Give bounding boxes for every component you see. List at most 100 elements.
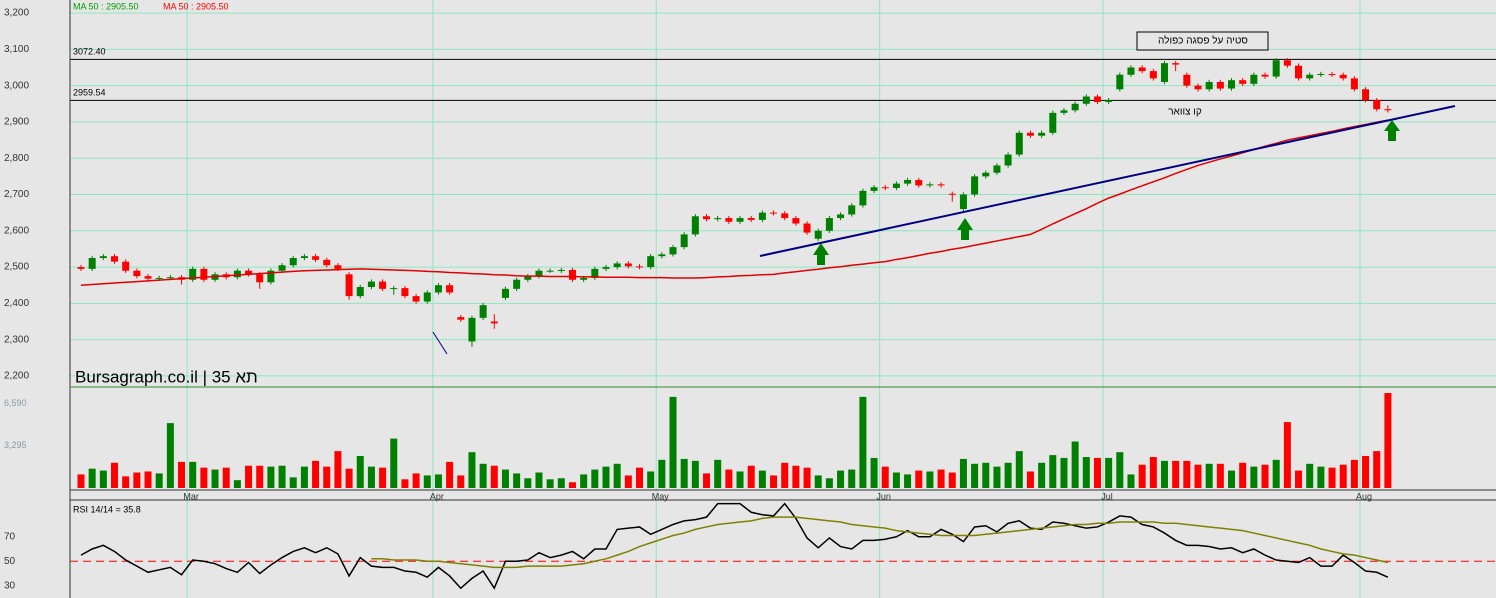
volume-bar — [647, 471, 655, 488]
arrow — [1384, 120, 1400, 141]
candle-body — [501, 288, 509, 298]
x-tick-label: Apr — [430, 491, 444, 501]
candle-body — [111, 256, 119, 262]
volume-bar — [1317, 466, 1325, 488]
candle-body — [971, 176, 979, 195]
candle-body — [1239, 80, 1247, 84]
volume-bar — [524, 478, 532, 488]
candle-body — [1350, 78, 1358, 90]
volume-bar — [915, 470, 923, 488]
volume-bar — [881, 466, 889, 488]
volume-bar — [691, 460, 699, 488]
candle-body — [580, 277, 588, 280]
candle-body — [367, 281, 375, 288]
volume-bar — [1004, 462, 1012, 488]
y-tick-label: 2,300 — [4, 334, 29, 345]
volume-bar — [546, 479, 554, 488]
candle-body — [837, 214, 845, 219]
candle-body — [814, 230, 822, 239]
volume-bar — [245, 465, 253, 488]
candle-body — [982, 172, 990, 177]
candle-body — [1015, 132, 1023, 155]
candle-body — [300, 256, 308, 258]
candle-body — [434, 285, 442, 293]
volume-bar — [446, 461, 454, 488]
x-tick-label: Aug — [1356, 491, 1372, 501]
candle-body — [1373, 100, 1381, 110]
volume-bar — [278, 465, 286, 488]
volume-bar — [602, 466, 610, 488]
volume-bar — [859, 396, 867, 488]
rsi-label: RSI 14/14 = 35.8 — [73, 504, 141, 514]
volume-bar — [758, 470, 766, 488]
candle-body — [1272, 60, 1280, 77]
trend-line — [759, 105, 1456, 257]
candle-body — [189, 268, 197, 280]
candle-body — [245, 270, 253, 275]
volume-bar — [803, 467, 811, 488]
candle-body — [323, 259, 331, 266]
volume-bar — [77, 474, 85, 488]
y-tick-label: 2,900 — [4, 117, 29, 128]
volume-bar — [959, 458, 967, 488]
volume-bar — [1350, 459, 1358, 488]
volume-bar — [1127, 474, 1135, 488]
candle-body — [1228, 80, 1236, 89]
candle-body — [613, 263, 621, 268]
watermark: Bursagraph.co.il | תא 35 — [75, 367, 258, 386]
candle-body — [1317, 74, 1325, 76]
y-tick-label: 2,800 — [4, 153, 29, 164]
volume-bar — [993, 466, 1001, 488]
candle-body — [926, 184, 934, 186]
volume-bar — [703, 473, 711, 488]
volume-bar — [1138, 464, 1146, 488]
volume-bar — [334, 451, 342, 488]
volume-bar — [747, 465, 755, 488]
candle-body — [1261, 74, 1269, 77]
line — [80, 502, 1389, 590]
volume-bar — [457, 475, 465, 488]
volume-bar — [267, 466, 275, 488]
candle-body — [758, 212, 766, 220]
volume-bar — [1060, 457, 1068, 488]
volume-bar — [1328, 467, 1336, 488]
volume-bar — [781, 462, 789, 488]
volume-bar — [613, 463, 621, 488]
candle-body — [1216, 82, 1224, 89]
annotation-box — [1136, 31, 1269, 51]
candle-body — [233, 270, 241, 278]
volume-bar — [133, 472, 141, 488]
candle-body — [200, 268, 208, 280]
volume-bar — [725, 469, 733, 488]
volume-bar — [680, 458, 688, 488]
marks — [70, 58, 1496, 590]
candle-body — [1172, 63, 1180, 65]
volume-bar — [1105, 457, 1113, 488]
volume-bar — [367, 466, 375, 488]
candle-body — [747, 218, 755, 220]
volume-bar — [1015, 451, 1023, 488]
candle-body — [792, 218, 800, 224]
candle-body — [1127, 67, 1135, 75]
volume-bar — [312, 460, 320, 488]
candle-body — [468, 317, 476, 342]
y-tick-label: 3,100 — [4, 44, 29, 55]
volume-bar — [390, 438, 398, 488]
volume-bar — [423, 475, 431, 488]
volume-bar — [1216, 463, 1224, 488]
volume-bar — [926, 471, 934, 488]
candle-body — [658, 254, 666, 257]
candle-body — [859, 190, 867, 206]
volume-bar — [323, 466, 331, 488]
volume-bar — [1093, 457, 1101, 488]
volume-bar — [1194, 464, 1202, 488]
candle-body — [1149, 71, 1157, 79]
candle-body — [1049, 112, 1057, 133]
volume-bar — [714, 459, 722, 488]
volume-bar — [166, 423, 174, 488]
volume-bar — [1384, 393, 1392, 488]
candle-body — [1004, 154, 1012, 166]
volume-bar — [289, 477, 297, 488]
line — [80, 119, 1389, 286]
